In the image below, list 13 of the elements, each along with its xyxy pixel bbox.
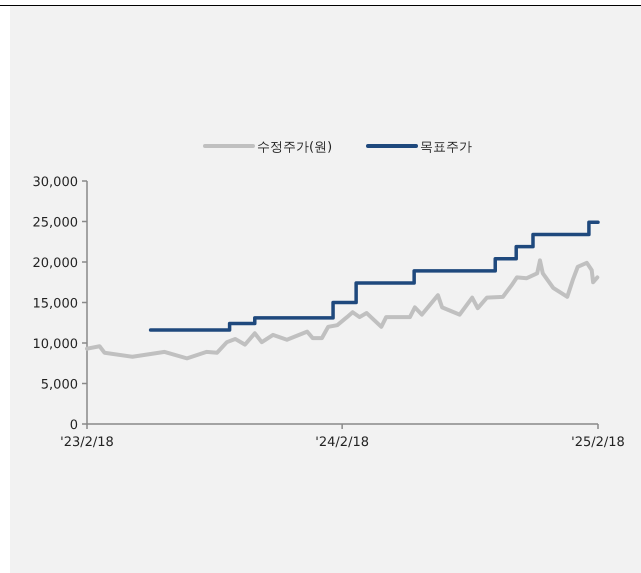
y-tick-label: 30,000 (32, 175, 78, 190)
y-tick-label: 5,000 (40, 378, 78, 392)
line-series (85, 258, 600, 360)
y-tick-label: 20,000 (32, 256, 78, 271)
x-tick-label: '23/2/18 (60, 435, 114, 450)
x-tick-label: '24/2/18 (315, 435, 369, 450)
legend-label: 목표주가 (420, 140, 472, 155)
legend-label: 수정주가(원) (257, 140, 332, 155)
y-tick-label: 25,000 (32, 216, 78, 230)
y-tick-label: 10,000 (32, 337, 78, 352)
y-tick-label: 15,000 (32, 296, 78, 312)
x-tick-label: '25/2/18 (571, 435, 625, 450)
y-tick-label: 0 (70, 418, 78, 433)
